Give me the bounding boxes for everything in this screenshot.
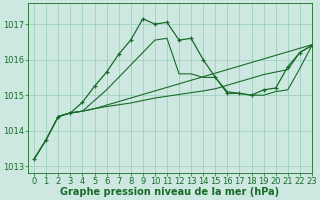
X-axis label: Graphe pression niveau de la mer (hPa): Graphe pression niveau de la mer (hPa) [60, 187, 280, 197]
